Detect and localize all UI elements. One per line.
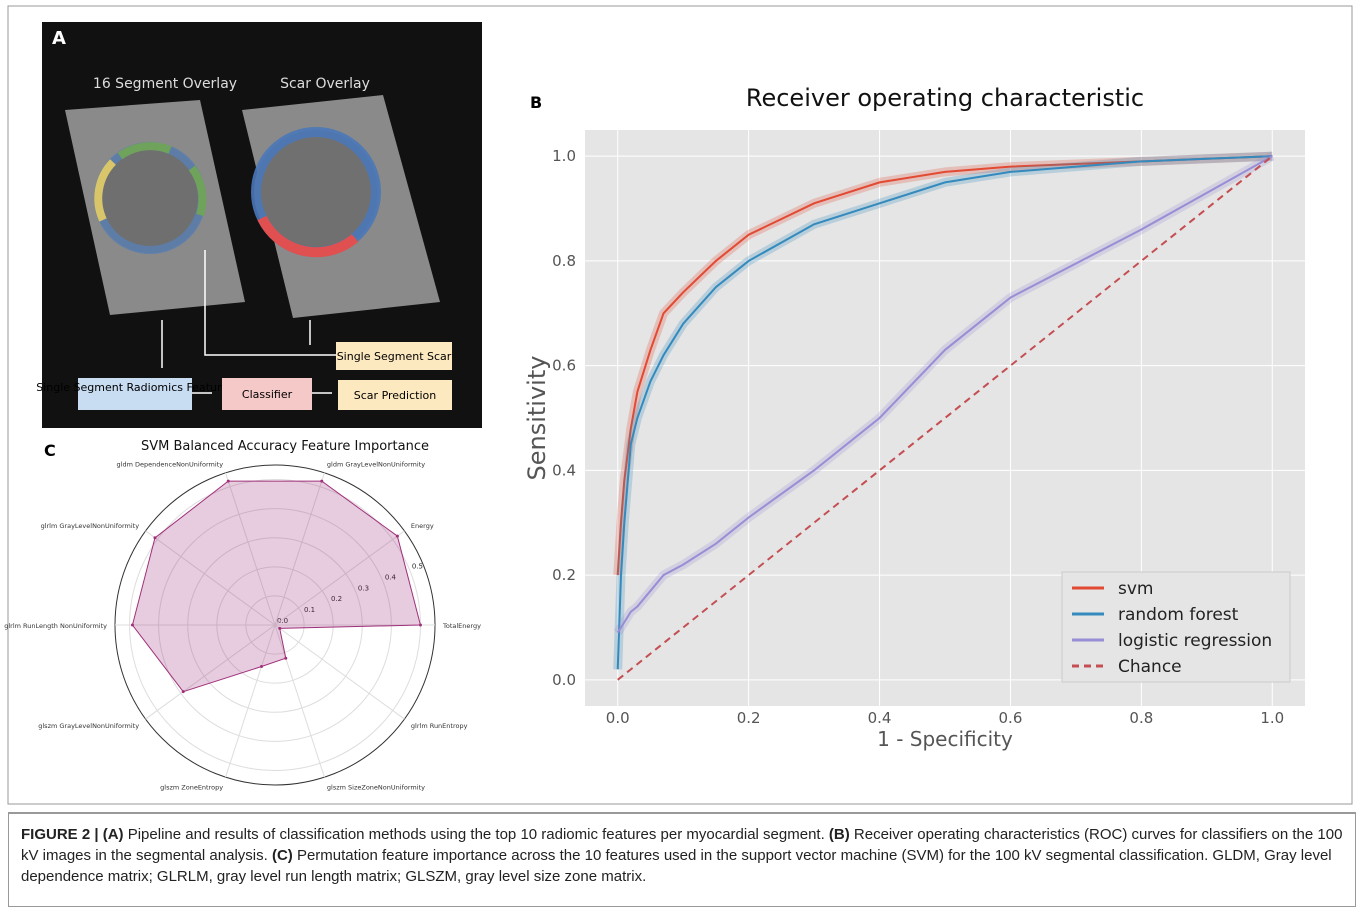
radar-point <box>278 626 282 630</box>
panel-label: B <box>530 93 542 112</box>
y-tick-label: 0.0 <box>552 671 576 689</box>
r-tick-label: 0.0 <box>277 617 288 625</box>
x-tick-label: 1.0 <box>1260 709 1284 727</box>
spoke <box>225 472 276 626</box>
radar-point <box>418 623 422 627</box>
spoke <box>274 624 405 720</box>
box-label: Single Segment Scar <box>337 350 452 363</box>
spoke <box>145 624 276 720</box>
series-line <box>616 155 1273 576</box>
y-tick-label: 0.2 <box>552 566 576 584</box>
x-tick-label: 0.6 <box>999 709 1023 727</box>
r-tick-label: 0.2 <box>331 595 342 603</box>
radar-point <box>153 536 157 540</box>
series-line <box>616 155 1273 670</box>
box <box>78 378 192 410</box>
y-tick-label: 1.0 <box>552 147 576 165</box>
chart-title: SVM Balanced Accuracy Feature Importance <box>141 439 429 454</box>
box-label: Classifier <box>242 388 293 401</box>
category-label: glszm SizeZoneNonUniformity <box>327 784 425 792</box>
x-tick-label: 0.8 <box>1129 709 1153 727</box>
figure: A 16 Segment Overlay Scar Overlay Single… <box>4 5 1353 805</box>
spoke <box>145 530 276 626</box>
legend-box <box>1061 571 1291 683</box>
caption-text: Pipeline and results of classification m… <box>123 826 829 843</box>
category-label: gldm GrayLevelNonUniformity <box>327 460 425 468</box>
box <box>338 380 452 410</box>
category-label: glrlm RunEntropy <box>411 722 468 730</box>
x-tick-label: 0.0 <box>606 709 630 727</box>
panel-label: A <box>52 28 66 49</box>
category-label: TotalEnergy <box>442 622 481 630</box>
category-label: Energy <box>411 522 434 530</box>
r-tick-label: 0.4 <box>385 573 397 581</box>
category-label: glrlm RunLength NonUniformity <box>4 622 107 630</box>
x-tick-label: 0.4 <box>868 709 892 727</box>
ct-image <box>242 95 440 318</box>
x-tick-label: 0.2 <box>737 709 761 727</box>
pipeline-arrows <box>161 250 336 394</box>
overlay-title: 16 Segment Overlay <box>93 76 237 92</box>
legend-label: svm <box>1118 579 1153 599</box>
chart-title: Receiver operating characteristic <box>746 84 1144 112</box>
r-tick-label: 0.3 <box>358 584 369 592</box>
box <box>336 342 452 370</box>
caption-text: Receiver operating characteristics (ROC)… <box>21 826 1347 864</box>
radar-point <box>260 665 264 669</box>
y-axis-label: Sensitivity <box>523 356 551 481</box>
box-label: Scar Prediction <box>354 389 436 402</box>
category-label: gldm DependenceNonUniformity <box>117 460 224 468</box>
r-tick-label: 0.1 <box>304 606 315 614</box>
radar-area <box>131 480 422 693</box>
legend-label: Chance <box>1118 657 1182 677</box>
series-line <box>616 155 1273 634</box>
radar-point <box>284 656 288 660</box>
legend-label: logistic regression <box>1118 631 1272 651</box>
box-label: Single Segment Radiomics Features <box>36 381 234 394</box>
overlay-title: Scar Overlay <box>280 76 370 92</box>
category-label: glszm ZoneEntropy <box>160 784 223 792</box>
y-tick-label: 0.4 <box>552 461 576 479</box>
caption-text: Permutation feature importance across th… <box>21 847 1336 885</box>
figure-frame <box>7 5 1353 805</box>
r-tick-label: 0.5 <box>412 563 423 571</box>
spoke <box>225 624 276 778</box>
radar-point <box>130 623 134 627</box>
ct-image <box>65 100 245 315</box>
spoke <box>274 472 325 626</box>
legend-label: random forest <box>1118 605 1239 625</box>
category-label: glrlm GrayLevelNonUniformity <box>41 522 140 530</box>
caption-text: (C) <box>271 847 293 864</box>
panel-label: C <box>44 441 56 460</box>
radar-point <box>181 690 185 694</box>
y-tick-label: 0.8 <box>552 252 576 270</box>
radar-point <box>320 479 324 483</box>
category-label: glszm GrayLevelNonUniformity <box>38 722 139 730</box>
box <box>222 378 312 410</box>
caption-text: FIGURE 2 | (A) <box>21 826 124 843</box>
x-axis-label: 1 - Specificity <box>877 727 1013 751</box>
caption-text: (B) <box>828 826 850 843</box>
spoke <box>274 624 325 778</box>
spoke <box>274 530 405 626</box>
caption: FIGURE 2 | (A) Pipeline and results of c… <box>8 812 1356 907</box>
series-line <box>617 155 1273 681</box>
radar-point <box>226 479 230 483</box>
radar-point <box>395 534 399 538</box>
y-tick-label: 0.6 <box>552 357 576 375</box>
